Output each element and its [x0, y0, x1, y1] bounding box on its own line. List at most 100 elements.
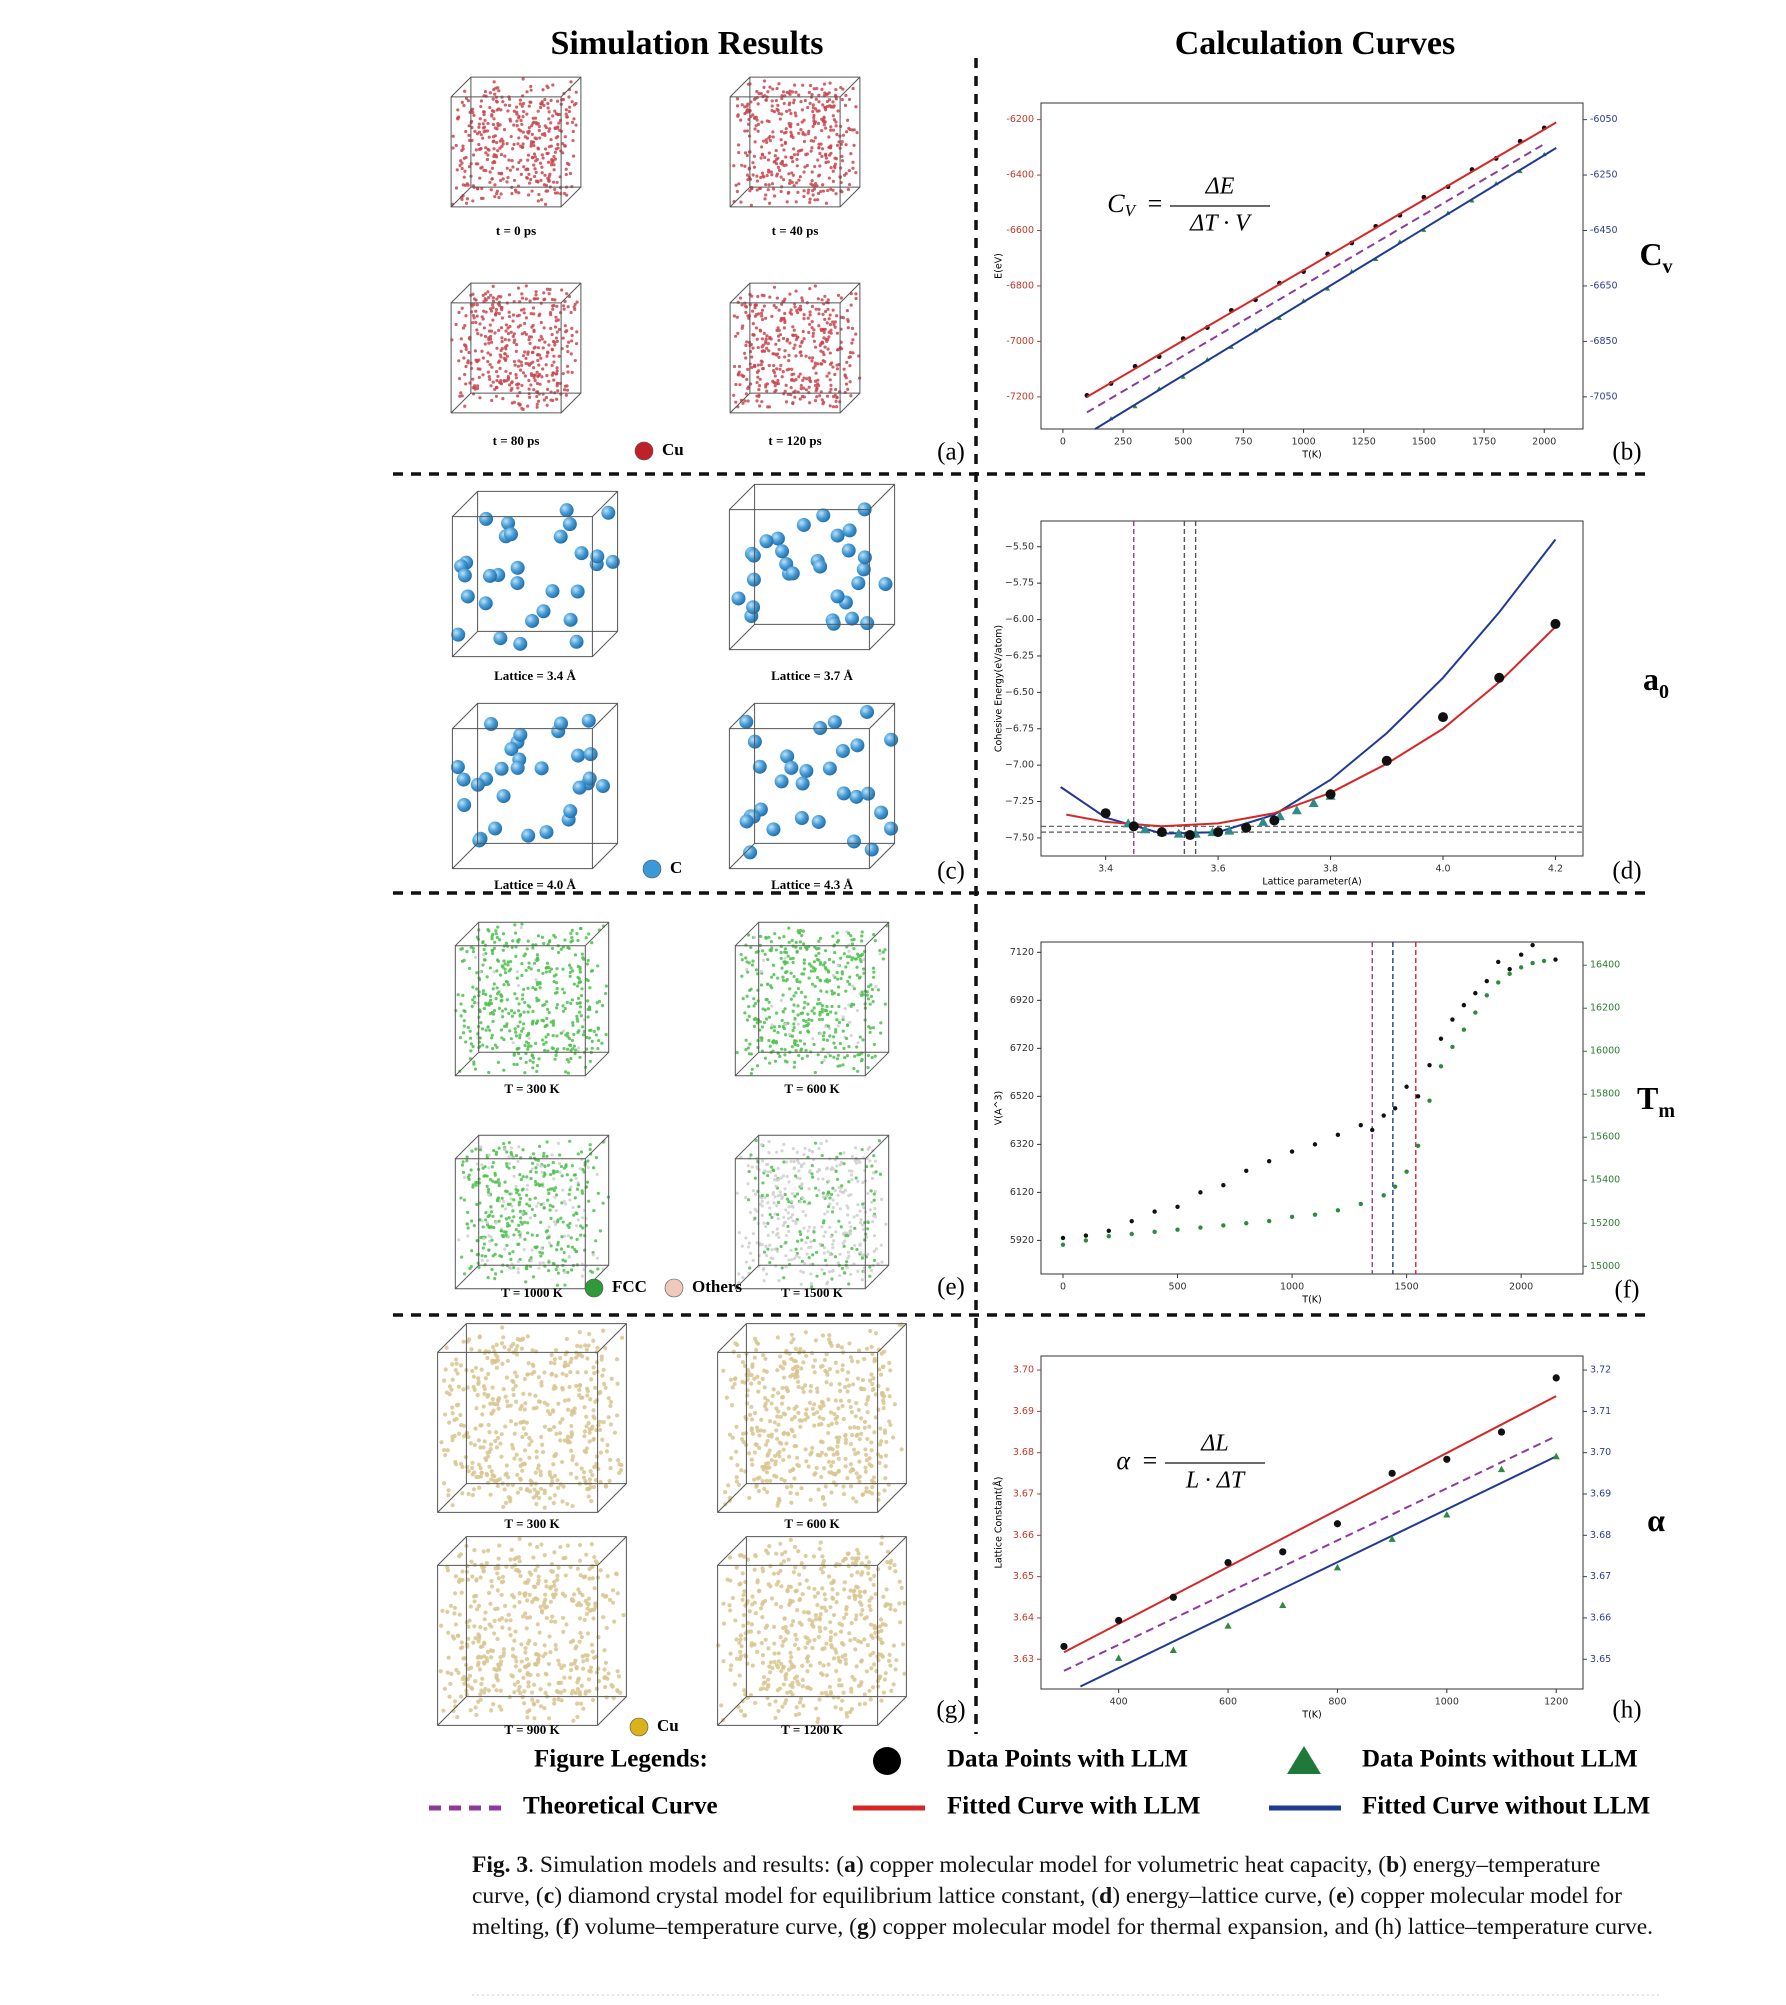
atom: [533, 345, 537, 349]
atom: [828, 404, 832, 408]
atom: [790, 1213, 795, 1217]
atom: [745, 340, 749, 344]
atom: [467, 336, 471, 340]
atom: [845, 1389, 850, 1394]
atom: [810, 93, 814, 97]
atom: [789, 1340, 794, 1345]
atom: [835, 367, 840, 371]
atom: [591, 1436, 596, 1442]
atom: [520, 1434, 525, 1440]
atom: [563, 1202, 568, 1206]
atom: [533, 297, 537, 301]
atom: [751, 346, 755, 350]
atom: [797, 307, 801, 311]
atom: [804, 1213, 808, 1217]
atom: [607, 1478, 612, 1484]
atom: [495, 1435, 501, 1441]
atom: [814, 1186, 818, 1190]
atom: [869, 1344, 874, 1350]
atom: [759, 362, 763, 367]
atom: [826, 1446, 831, 1451]
atom: [872, 1198, 876, 1202]
atom: [794, 337, 798, 342]
atom: [781, 1174, 786, 1178]
atom: [581, 713, 596, 728]
atom: [775, 107, 779, 111]
atom: [810, 146, 814, 150]
atom: [864, 842, 879, 857]
atom: [535, 157, 539, 162]
atom: [499, 382, 504, 386]
atom: [787, 1258, 791, 1262]
atom: [555, 986, 559, 991]
atom: [503, 1180, 507, 1184]
atom: [582, 1429, 588, 1434]
atom: [525, 1487, 530, 1492]
atom: [821, 1221, 826, 1225]
atom: [512, 299, 516, 304]
atom: [515, 394, 520, 398]
atom: [552, 163, 556, 167]
atom: [472, 297, 477, 301]
atom: [520, 973, 524, 978]
atom: [574, 1249, 578, 1254]
atom: [494, 1430, 499, 1435]
atom: [561, 1004, 565, 1008]
atom: [523, 1237, 527, 1242]
atom: [545, 84, 549, 88]
atom: [866, 1191, 870, 1196]
atom: [831, 128, 836, 132]
atom: [816, 191, 821, 196]
atom: [490, 1397, 495, 1402]
atom: [525, 1175, 529, 1179]
legend-atom: [634, 441, 654, 461]
atom: [832, 1239, 836, 1243]
atom: [885, 1387, 890, 1392]
atom: [532, 312, 536, 316]
atom: [735, 315, 739, 319]
atom: [555, 397, 559, 401]
atom: [475, 1202, 479, 1207]
atom: [498, 353, 502, 357]
atom: [831, 114, 835, 118]
atom: [777, 1440, 782, 1445]
atom: [768, 1206, 772, 1210]
atom: [578, 1383, 583, 1388]
atom: [807, 390, 811, 395]
atom: [535, 956, 540, 960]
atom: [774, 1184, 778, 1188]
atom: [500, 1625, 505, 1630]
atom: [748, 1156, 752, 1160]
atom: [586, 1159, 590, 1163]
atom: [568, 1188, 572, 1192]
atom: [780, 375, 784, 379]
atom: [531, 1495, 536, 1500]
atom: [516, 1009, 521, 1013]
atom: [586, 1494, 591, 1499]
atom: [807, 1018, 811, 1022]
atom: [515, 123, 519, 128]
atom: [833, 1255, 838, 1259]
atom: [781, 336, 786, 341]
atom: [567, 340, 571, 344]
atom: [441, 1481, 447, 1486]
atom: [750, 294, 754, 298]
atom: [867, 1378, 873, 1383]
atom: [510, 945, 514, 950]
atom: [553, 340, 557, 344]
atom: [484, 1211, 488, 1215]
atom: [524, 284, 528, 288]
atom: [792, 1159, 796, 1164]
atom: [854, 171, 858, 175]
atom: [843, 1464, 848, 1469]
atom: [761, 949, 765, 953]
atom: [531, 116, 535, 120]
atom: [803, 1330, 808, 1335]
atom: [494, 1688, 499, 1693]
atom: [840, 1403, 845, 1409]
atom: [502, 1603, 508, 1608]
atom: [471, 998, 475, 1002]
atom: [771, 963, 776, 967]
atom: [813, 1070, 817, 1075]
atom: [573, 1048, 578, 1052]
